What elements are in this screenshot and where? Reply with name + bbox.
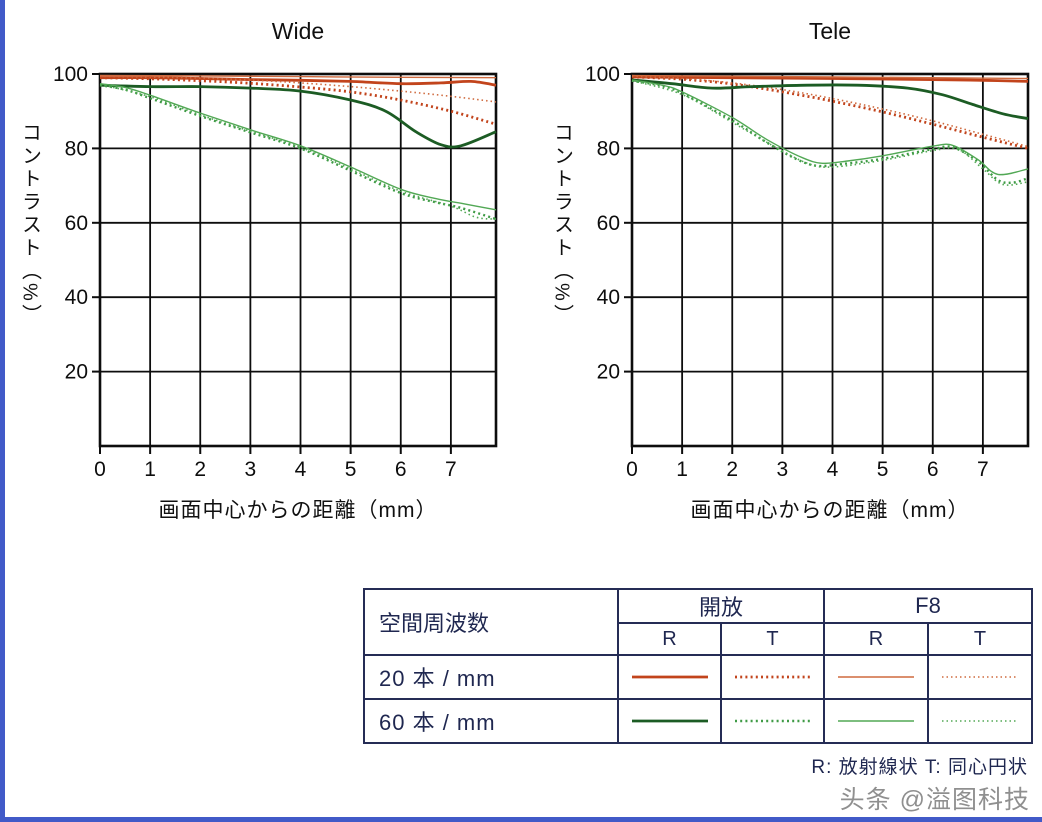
- chart-title-tele: Tele: [808, 18, 852, 44]
- series-20hon-kaiho-T: [631, 75, 1029, 150]
- x-tick-label: 7: [445, 458, 457, 480]
- x-axis-label-tele: 画面中心からの距離（mm）: [690, 499, 970, 522]
- series-20hon-F8-R: [99, 74, 497, 79]
- legend-row-label-60: 60 本 / mm: [363, 698, 619, 744]
- x-tick-label: 1: [144, 458, 156, 480]
- x-tick-label: 5: [345, 458, 357, 480]
- x-tick-label: 0: [94, 458, 106, 480]
- series-60hon-F8-R: [631, 79, 1029, 176]
- mtf-chart-tele: Tele コントラスト（%） 0 1 2 3 4 5 6 7 100 80 60 40 20 画面中心か…: [542, 8, 1042, 553]
- legend-title: 空間周波数: [363, 588, 619, 656]
- y-axis-label-wide: コントラスト（%）: [18, 121, 41, 327]
- legend-line-sample: [838, 676, 914, 678]
- legend-sub-f8-r: R: [823, 622, 929, 656]
- plot-border: [630, 72, 1030, 448]
- legend-sub-open-t: T: [720, 622, 825, 656]
- series-20hon-kaiho-T: [99, 76, 497, 126]
- y-tick-label: 60: [65, 212, 88, 235]
- x-tick-label: 7: [977, 458, 989, 480]
- legend-sample-60-f8-t: [927, 698, 1033, 744]
- legend-group-f8: F8: [823, 588, 1033, 624]
- chart-svg-tele: 0 1 2 3 4 5 6 7 100 80 60 40 20: [585, 63, 1030, 481]
- series-60hon-kaiho-R: [99, 83, 497, 149]
- series-60hon-F8-R: [99, 83, 497, 211]
- legend-line-sample: [838, 720, 914, 722]
- legend-sub-open-r: R: [617, 622, 722, 656]
- series-20hon-kaiho-R: [99, 76, 497, 87]
- legend-line-sample: [631, 675, 708, 679]
- legend-line-sample: [942, 676, 1018, 678]
- legend-line-sample: [631, 719, 708, 723]
- plot-area-tele: 0 1 2 3 4 5 6 7 100 80 60 40 20: [580, 63, 1040, 481]
- y-tick-label: 20: [65, 361, 88, 384]
- legend-sample-20-open-r: [617, 654, 722, 700]
- series-60hon-F8-T: [631, 79, 1029, 186]
- legend-line-sample: [942, 720, 1018, 722]
- legend-group-open: 開放: [617, 588, 825, 624]
- series-60hon-kaiho-T: [99, 84, 497, 221]
- legend-sample-20-f8-r: [823, 654, 929, 700]
- series-60hon-F8-T: [99, 83, 497, 220]
- y-tick-label: 20: [597, 361, 620, 384]
- watermark: 头条 @溢图科技: [839, 786, 1030, 814]
- legend-line-sample: [734, 719, 811, 723]
- series-20hon-F8-R: [631, 74, 1029, 80]
- x-tick-label: 4: [827, 458, 839, 480]
- chart-svg-wide: 0 1 2 3 4 5 6 7 100 80 60 40 20: [53, 63, 498, 481]
- x-axis-label-wide: 画面中心からの距離（mm）: [158, 499, 438, 522]
- y-tick-label: 100: [53, 66, 88, 86]
- plot-border: [98, 72, 498, 448]
- mtf-chart-wide: Wide コントラスト（%） 0 1 2 3 4 5 6 7 100 80 60 40 20 画面中心か…: [10, 8, 510, 553]
- y-tick-label: 60: [597, 212, 620, 235]
- legend-footnote: R: 放射線状 T: 同心円状: [811, 757, 1028, 778]
- y-tick-label: 100: [585, 66, 620, 86]
- legend-sample-20-open-t: [720, 654, 825, 700]
- series-60hon-kaiho-R: [631, 78, 1029, 120]
- x-tick-label: 6: [927, 458, 939, 480]
- y-tick-label: 80: [65, 137, 88, 160]
- frame-left-border: [0, 0, 5, 822]
- x-tick-label: 2: [194, 458, 206, 480]
- x-tick-label: 6: [395, 458, 407, 480]
- legend-row-label-20: 20 本 / mm: [363, 654, 619, 700]
- frame-bottom-border: [0, 817, 1042, 822]
- y-tick-label: 40: [65, 286, 88, 309]
- x-tick-label: 3: [245, 458, 257, 480]
- x-tick-label: 3: [777, 458, 789, 480]
- y-tick-label: 80: [597, 137, 620, 160]
- x-tick-label: 4: [295, 458, 307, 480]
- x-tick-label: 0: [626, 458, 638, 480]
- series-20hon-kaiho-R: [631, 75, 1029, 83]
- legend-sample-60-f8-r: [823, 698, 929, 744]
- legend-sample-20-f8-t: [927, 654, 1033, 700]
- x-tick-label: 2: [726, 458, 738, 480]
- y-tick-label: 40: [597, 286, 620, 309]
- chart-title-wide: Wide: [271, 18, 325, 44]
- x-tick-label: 5: [877, 458, 889, 480]
- plot-area-wide: 0 1 2 3 4 5 6 7 100 80 60 40 20: [48, 63, 508, 481]
- legend-sample-60-open-t: [720, 698, 825, 744]
- legend-table: 空間周波数 開放 F8 R T R T 20 本 / mm 60 本 / mm: [363, 588, 1033, 744]
- y-axis-label-tele: コントラスト（%）: [550, 121, 573, 327]
- legend-sub-f8-t: T: [927, 622, 1033, 656]
- legend-line-sample: [734, 675, 811, 679]
- x-tick-label: 1: [676, 458, 688, 480]
- legend-sample-60-open-r: [617, 698, 722, 744]
